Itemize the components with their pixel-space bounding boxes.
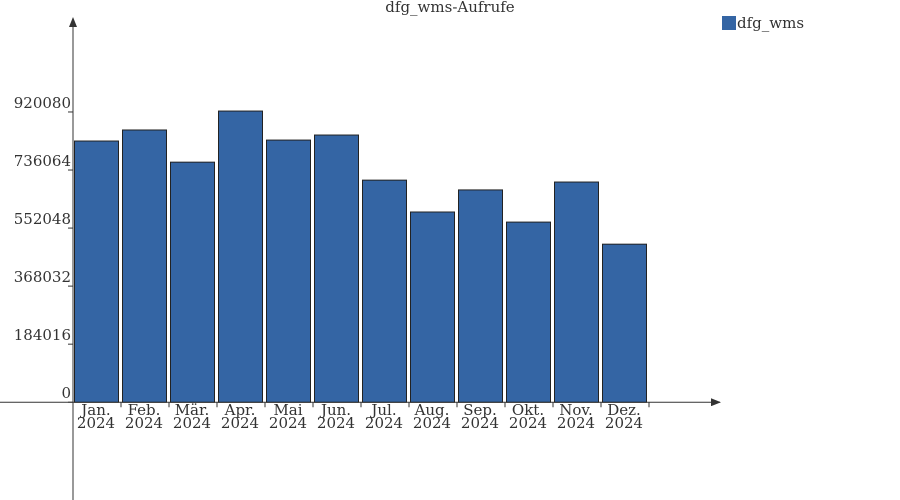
- x-tick-label: Okt. 2024: [508, 401, 548, 433]
- bar: [266, 139, 311, 403]
- bar: [74, 140, 119, 403]
- x-tick-label: Nov. 2024: [556, 401, 596, 433]
- y-tick-label: 368032: [14, 268, 71, 286]
- y-tick-label: 920080: [14, 94, 71, 112]
- bar: [554, 181, 599, 403]
- bar: [170, 161, 215, 403]
- bar: [458, 189, 503, 403]
- x-tick-label: Apr. 2024: [220, 401, 260, 433]
- bar: [362, 179, 407, 403]
- x-tick-label: Feb. 2024: [124, 401, 164, 433]
- chart-title: dfg_wms-Aufrufe: [385, 0, 515, 16]
- y-tick-label: 184016: [14, 326, 71, 344]
- y-tick-label: 0: [61, 384, 71, 402]
- y-tick-label: 552048: [14, 210, 71, 228]
- x-tick-label: Jan. 2024: [76, 401, 116, 433]
- bar: [314, 134, 359, 403]
- x-tick-label: Aug. 2024: [412, 401, 452, 433]
- bar: [410, 211, 455, 403]
- x-tick-label: Jun. 2024: [316, 401, 356, 433]
- x-tick-label: Sep. 2024: [460, 401, 500, 433]
- x-tick-label: Mai 2024: [268, 401, 308, 433]
- legend-swatch: [722, 16, 736, 30]
- x-tick-label: Dez. 2024: [604, 401, 644, 433]
- bar: [218, 110, 263, 403]
- bar: [122, 129, 167, 403]
- legend-label: dfg_wms: [737, 14, 804, 32]
- x-tick-label: Mär. 2024: [172, 401, 212, 433]
- x-tick-label: Jul. 2024: [364, 401, 404, 433]
- bar: [602, 243, 647, 403]
- bar: [506, 221, 551, 403]
- y-tick-label: 736064: [14, 152, 71, 170]
